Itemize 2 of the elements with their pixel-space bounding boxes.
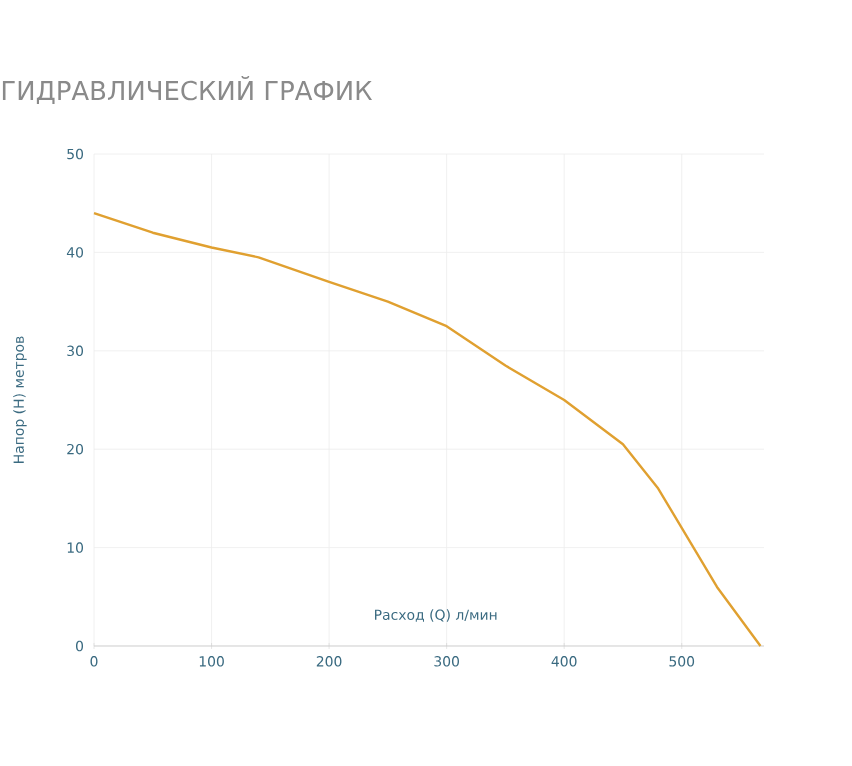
chart-title: ГИДРАВЛИЧЕСКИЙ ГРАФИК bbox=[2, 75, 373, 105]
line-series bbox=[92, 211, 762, 648]
